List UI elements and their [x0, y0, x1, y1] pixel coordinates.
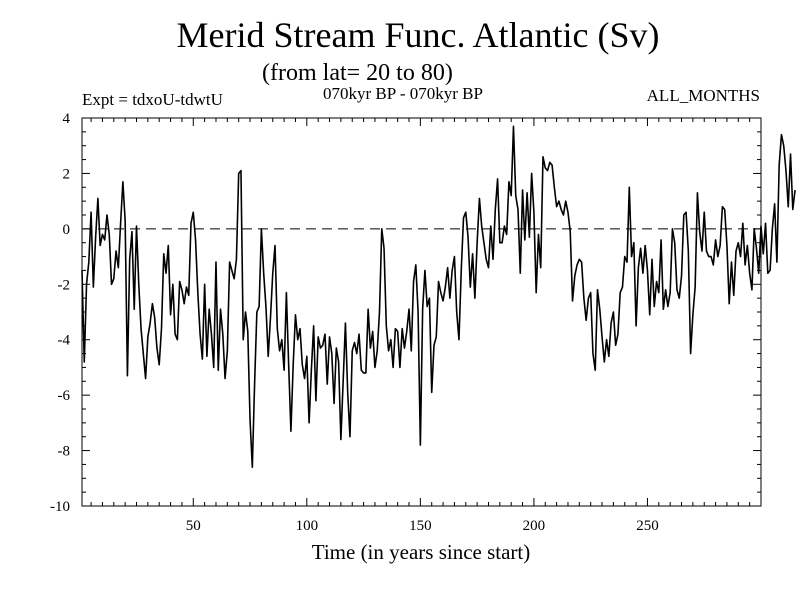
y-tick-label: 2 — [63, 166, 71, 182]
x-axis-label: Time (in years since start) — [311, 540, 531, 564]
experiment-label: Expt = tdxoU-tdwtU — [82, 90, 223, 109]
y-tick-label: -6 — [58, 388, 71, 404]
axis-ticks — [82, 117, 762, 507]
x-tick-label: 100 — [296, 518, 319, 534]
y-tick-label: -4 — [58, 333, 71, 349]
y-tick-label: -8 — [58, 444, 71, 460]
y-tick-label: -10 — [50, 499, 70, 515]
series-line — [81, 125, 796, 468]
x-tick-label: 200 — [523, 518, 546, 534]
y-tick-label: 0 — [63, 222, 71, 238]
x-tick-label: 150 — [409, 518, 432, 534]
months-label: ALL_MONTHS — [646, 86, 760, 105]
y-tick-label: 4 — [63, 111, 71, 127]
chart-subtitle: (from lat= 20 to 80) — [262, 60, 453, 86]
x-tick-label: 50 — [186, 518, 201, 534]
x-tick-labels: 50 100 150 200 250 — [186, 518, 659, 534]
plot-frame — [81, 117, 762, 507]
y-tick-label: -2 — [58, 277, 71, 293]
period-label: 070kyr BP - 070kyr BP — [323, 84, 483, 103]
y-tick-labels: -10 -8 -6 -4 -2 0 2 4 — [50, 111, 71, 515]
chart-title: Merid Stream Func. Atlantic (Sv) — [176, 15, 660, 55]
x-tick-label: 250 — [636, 518, 659, 534]
